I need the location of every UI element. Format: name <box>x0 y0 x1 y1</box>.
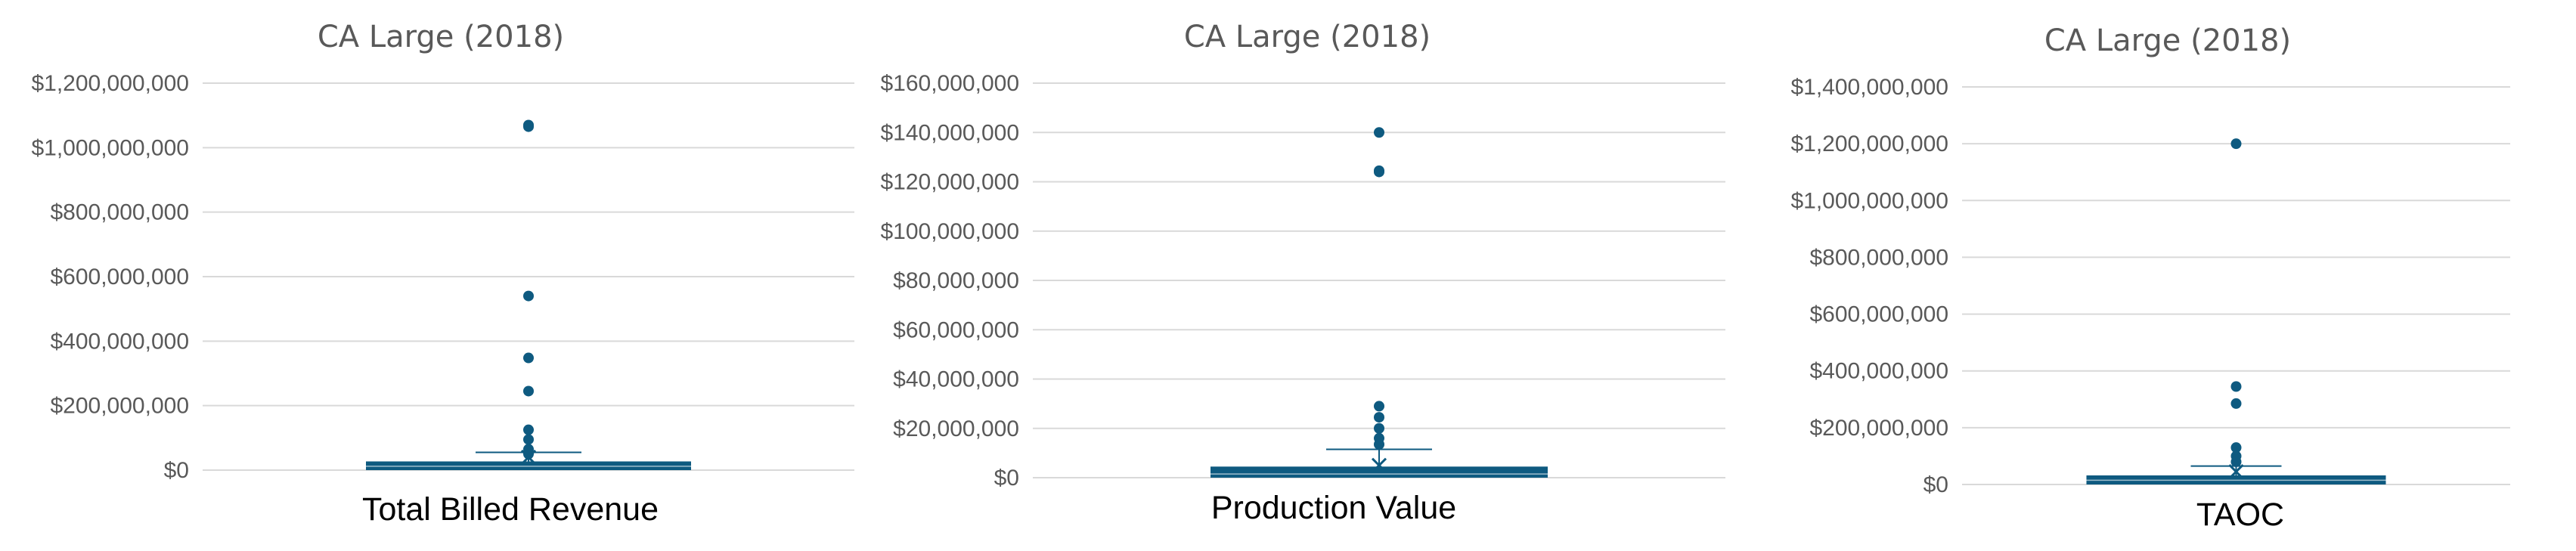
outlier-point <box>523 290 534 302</box>
y-tick-label: $20,000,000 <box>893 416 1019 441</box>
y-tick-label: $800,000,000 <box>1809 245 1948 270</box>
y-tick-label: $1,200,000,000 <box>31 71 189 96</box>
outlier-point <box>1374 166 1384 178</box>
mean-marker <box>1371 457 1387 473</box>
y-tick-label: $40,000,000 <box>893 367 1019 392</box>
mean-marker <box>2228 464 2244 480</box>
outlier-point <box>2230 138 2242 150</box>
outlier-point <box>1374 438 1384 450</box>
box-iqr <box>1211 466 1548 478</box>
y-tick-label: $0 <box>1923 472 1948 497</box>
y-tick-label: $60,000,000 <box>893 317 1019 342</box>
chart-title: CA Large (2018) <box>2044 23 2291 58</box>
y-tick-label: $1,200,000,000 <box>1790 132 1948 156</box>
outlier-point <box>523 424 534 435</box>
y-tick-label: $600,000,000 <box>50 265 189 289</box>
outlier-point <box>1374 412 1384 423</box>
y-tick-label: $200,000,000 <box>1809 416 1948 441</box>
y-tick-label: $80,000,000 <box>893 268 1019 293</box>
y-tick-label: $800,000,000 <box>50 200 189 225</box>
y-tick-label: $400,000,000 <box>1809 359 1948 384</box>
outlier-point <box>523 434 534 445</box>
y-tick-label: $1,000,000,000 <box>1790 188 1948 213</box>
y-tick-label: $140,000,000 <box>880 120 1019 145</box>
x-axis-label: Total Billed Revenue <box>362 491 659 528</box>
outlier-point <box>2230 456 2242 467</box>
chart-title: CA Large (2018) <box>1184 20 1431 54</box>
y-tick-label: $0 <box>164 458 189 483</box>
outlier-point <box>523 352 534 364</box>
outlier-point <box>1374 127 1384 138</box>
y-tick-label: $200,000,000 <box>50 394 189 419</box>
x-axis-label: Production Value <box>1211 490 1456 526</box>
y-tick-label: $1,000,000,000 <box>31 135 189 160</box>
chart-title: CA Large (2018) <box>318 20 564 54</box>
y-tick-label: $0 <box>994 466 1019 491</box>
y-tick-label: $100,000,000 <box>880 219 1019 244</box>
outlier-point <box>523 385 534 397</box>
outlier-point <box>2230 398 2242 409</box>
y-tick-label: $160,000,000 <box>880 71 1019 96</box>
y-tick-label: $120,000,000 <box>880 170 1019 195</box>
y-tick-label: $400,000,000 <box>50 329 189 354</box>
y-tick-label: $600,000,000 <box>1809 302 1948 327</box>
outlier-point <box>1374 423 1384 434</box>
outlier-point <box>2230 381 2242 392</box>
x-axis-label: TAOC <box>2196 497 2284 533</box>
outlier-point <box>2230 442 2242 453</box>
y-tick-label: $1,400,000,000 <box>1790 75 1948 100</box>
outlier-point <box>523 448 534 460</box>
outlier-point <box>523 121 534 132</box>
outlier-point <box>1374 401 1384 412</box>
